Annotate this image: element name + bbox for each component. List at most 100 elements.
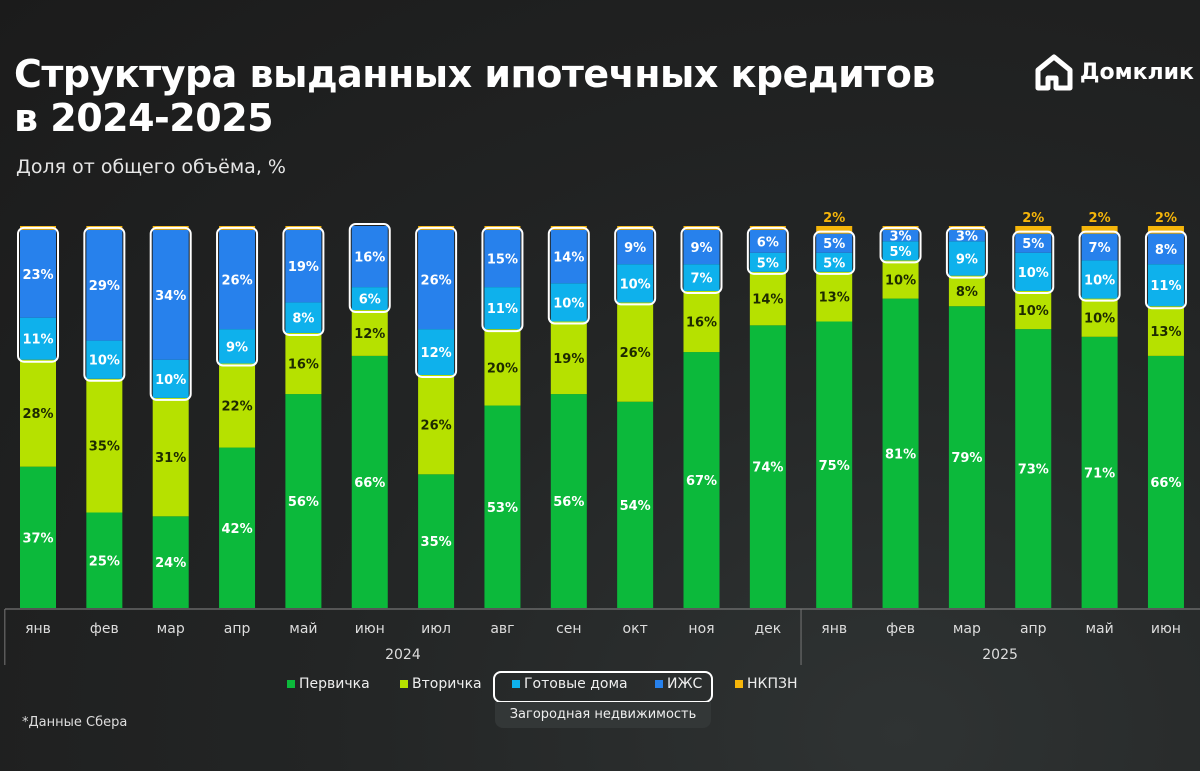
data-label: 10%: [1084, 312, 1115, 327]
bar-segment-2: [285, 302, 322, 333]
bar-segment-0: [683, 352, 720, 608]
bar-segment-3: [20, 229, 56, 318]
data-label: 13%: [819, 291, 850, 306]
x-tick-label: дек: [754, 621, 781, 637]
data-label: 3%: [890, 230, 912, 245]
x-tick-label: фев: [886, 621, 915, 637]
legend-label: Готовые дома: [524, 676, 628, 692]
data-label: 20%: [487, 361, 518, 376]
data-label: 10%: [553, 296, 584, 311]
data-label: 19%: [288, 260, 319, 275]
bar-segment-3: [285, 229, 322, 303]
country-group-outline: [680, 226, 723, 294]
legend-swatch: [400, 680, 408, 688]
legend-item: ИЖС: [655, 676, 702, 692]
bar-segment-0: [550, 394, 587, 608]
data-label: 16%: [288, 358, 319, 373]
data-label: 54%: [620, 499, 651, 514]
data-label: 37%: [22, 531, 53, 546]
bar-segment-1: [882, 260, 919, 299]
page-title: Структура выданных ипотечных кредитов в 2…: [14, 52, 935, 140]
bar-segment-0: [1147, 355, 1184, 608]
bar-segment-1: [683, 290, 720, 353]
data-label: 53%: [487, 501, 518, 516]
country-group-outline: [1144, 230, 1187, 310]
data-label: 79%: [951, 451, 982, 466]
data-label: 34%: [155, 289, 186, 304]
data-label: 67%: [686, 474, 717, 489]
country-group-outline: [415, 226, 458, 378]
data-label: 26%: [421, 273, 452, 288]
data-label: 5%: [890, 245, 912, 260]
data-label: 11%: [1150, 279, 1181, 294]
bar-segment-2: [1015, 252, 1052, 291]
bar-segment-3: [617, 229, 654, 265]
country-group-outline: [1078, 230, 1121, 302]
bar-segment-2: [948, 241, 985, 276]
data-label: 81%: [885, 447, 916, 462]
bar-segment-1: [816, 271, 853, 322]
country-group-outline: [348, 223, 391, 314]
x-tick-label: янв: [25, 621, 51, 637]
legend-label: Первичка: [299, 676, 370, 692]
bar-segment-1: [948, 275, 985, 307]
bar-segment-3: [219, 229, 256, 330]
country-group-outline: [481, 226, 524, 333]
bar-segment-2: [418, 329, 455, 375]
x-tick-label: окт: [623, 621, 648, 637]
data-label: 22%: [221, 400, 252, 415]
bar-segment-0: [749, 325, 786, 608]
data-label: 10%: [1018, 304, 1049, 319]
bar-segment-1: [285, 332, 322, 395]
data-label: 2%: [1022, 211, 1044, 226]
data-label: 9%: [624, 241, 646, 256]
year-label: 2025: [982, 647, 1018, 663]
bar-segment-3: [152, 229, 189, 360]
data-label: 26%: [620, 346, 651, 361]
data-label: 26%: [221, 273, 252, 288]
bar-segment-2: [749, 252, 786, 272]
footnote: *Данные Сбера: [22, 715, 128, 730]
data-label: 42%: [221, 522, 252, 537]
bar-segment-1: [617, 302, 654, 402]
country-group-outline: [945, 226, 988, 279]
data-label: 10%: [89, 354, 120, 369]
data-label: 71%: [1084, 466, 1115, 481]
bar-segment-0: [816, 321, 853, 608]
data-label: 35%: [421, 535, 452, 550]
chart-subtitle: Доля от общего объёма, %: [16, 156, 286, 178]
bar-segment-1: [152, 397, 189, 517]
legend-swatch: [735, 680, 743, 688]
x-tick-label: май: [289, 621, 317, 637]
data-label: 5%: [823, 256, 845, 271]
data-label: 35%: [89, 440, 120, 455]
x-tick-label: сен: [556, 621, 581, 637]
data-label: 10%: [1018, 266, 1049, 281]
bar-segment-1: [1015, 290, 1052, 330]
bar-segment-3: [418, 229, 455, 330]
bar-segment-2: [683, 264, 720, 291]
data-label: 28%: [22, 407, 53, 422]
bar-segment-3: [749, 229, 786, 253]
x-tick-label: апр: [1020, 621, 1047, 637]
logo-text: Домклик: [1079, 59, 1194, 85]
data-label: 66%: [1150, 476, 1181, 491]
data-label: 14%: [553, 251, 584, 266]
bar-segment-2: [550, 283, 587, 322]
bar-segment-3: [882, 229, 919, 242]
data-label: 12%: [354, 327, 385, 342]
data-label: 73%: [1018, 463, 1049, 478]
data-label: 7%: [1089, 241, 1111, 256]
country-group-outline: [83, 226, 126, 382]
bar-segment-2: [1081, 260, 1118, 299]
x-tick-label: апр: [224, 621, 251, 637]
bar-segment-2: [484, 287, 521, 330]
data-label: 13%: [1150, 325, 1181, 340]
data-label: 14%: [752, 293, 783, 308]
x-tick-label: мар: [953, 621, 981, 637]
data-label: 56%: [553, 495, 584, 510]
data-label: 10%: [620, 277, 651, 292]
x-tick-label: июн: [355, 621, 385, 637]
bar-segment-0: [948, 306, 985, 608]
